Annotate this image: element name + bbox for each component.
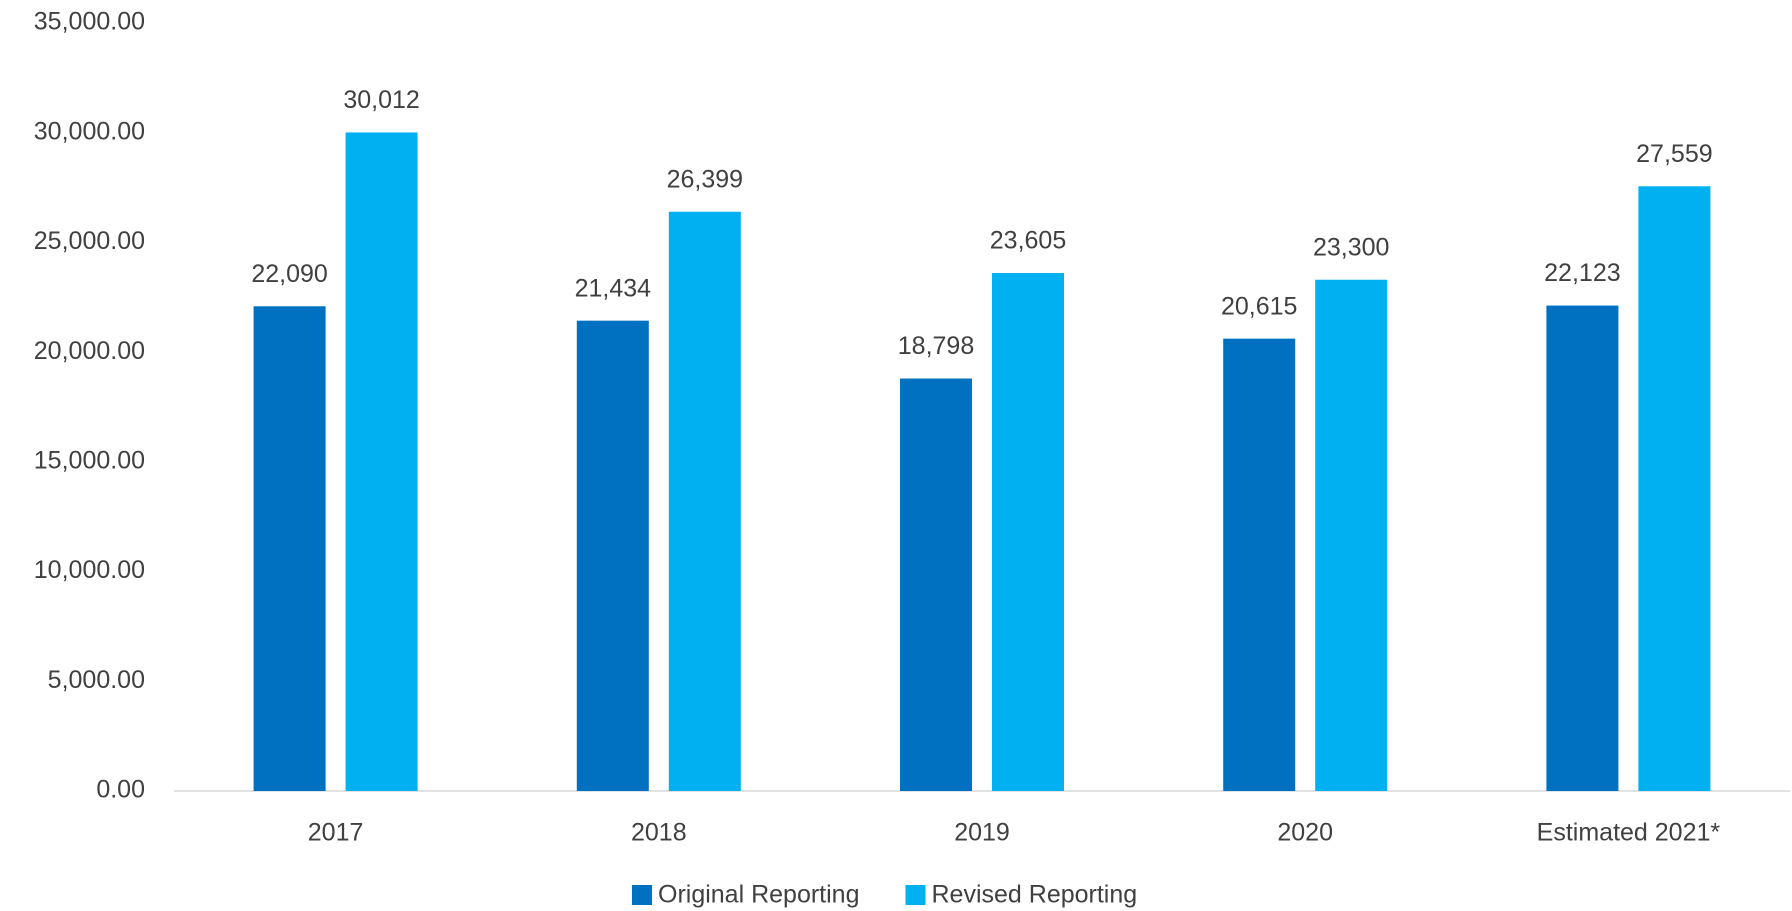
x-tick-label: 2018 — [631, 819, 687, 847]
y-tick-label: 5,000.00 — [48, 666, 145, 694]
value-label: 23,605 — [990, 227, 1066, 255]
y-tick-label: 0.00 — [96, 776, 145, 804]
legend-swatch — [905, 885, 926, 905]
bar — [345, 132, 418, 791]
value-label: 20,615 — [1221, 292, 1297, 320]
legend-label: Original Reporting — [658, 881, 860, 909]
y-tick-label: 25,000.00 — [34, 227, 145, 255]
x-tick-label: Estimated 2021* — [1537, 819, 1721, 847]
y-tick-label: 35,000.00 — [34, 8, 145, 36]
value-label: 22,123 — [1544, 259, 1620, 287]
bar — [1223, 338, 1296, 791]
legend-label: Revised Reporting — [932, 881, 1138, 909]
bar — [900, 378, 972, 791]
value-label: 27,559 — [1636, 140, 1712, 168]
x-tick-label: 2017 — [308, 819, 364, 847]
y-tick-label: 15,000.00 — [34, 446, 145, 474]
bar — [668, 211, 741, 791]
bar — [1315, 279, 1388, 791]
value-label: 22,090 — [251, 260, 327, 288]
x-tick-label: 2020 — [1277, 819, 1333, 847]
bar — [576, 320, 649, 791]
bar — [253, 306, 326, 791]
y-tick-label: 30,000.00 — [34, 117, 145, 145]
legend-swatch — [632, 885, 652, 905]
bar — [1638, 186, 1711, 791]
value-label: 21,434 — [575, 274, 652, 302]
x-tick-label: 2019 — [954, 819, 1010, 847]
y-tick-label: 20,000.00 — [34, 337, 145, 365]
value-label: 30,012 — [343, 86, 419, 114]
bar — [1546, 305, 1619, 791]
bar — [992, 273, 1064, 792]
value-label: 23,300 — [1313, 233, 1389, 261]
value-label: 26,399 — [667, 165, 743, 193]
value-label: 18,798 — [898, 332, 974, 360]
y-tick-label: 10,000.00 — [34, 556, 145, 584]
